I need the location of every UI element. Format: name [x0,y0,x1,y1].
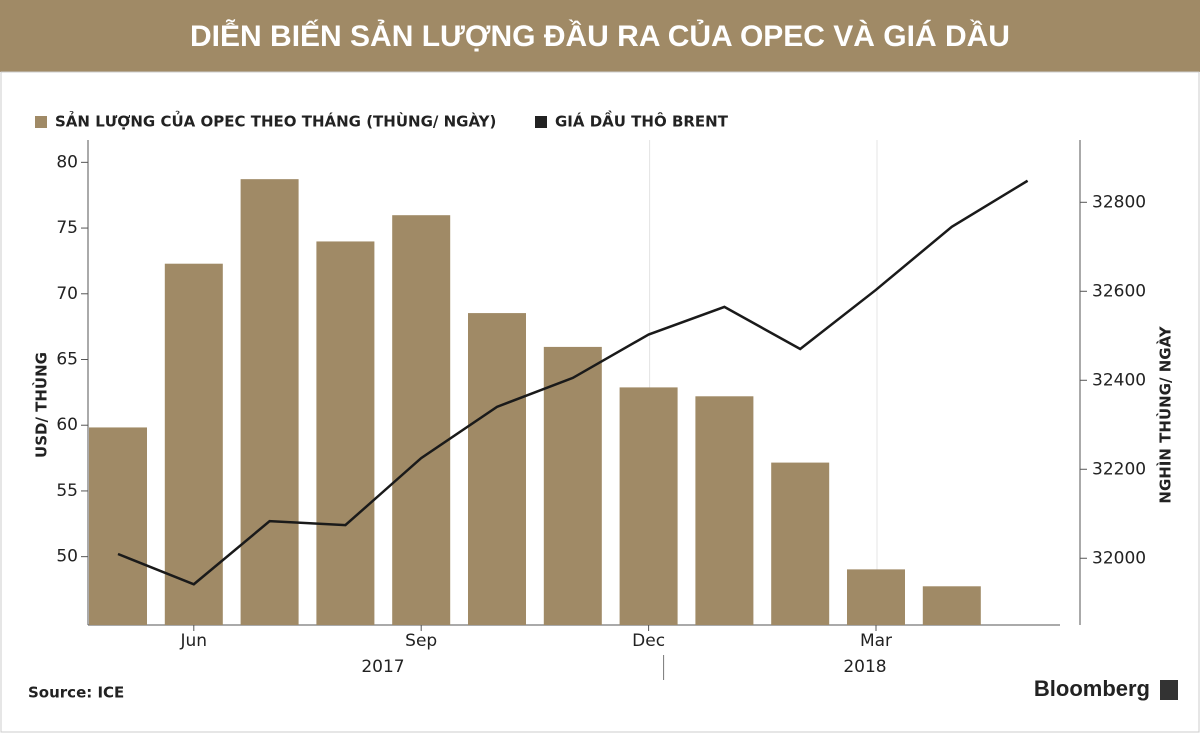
brand: Bloomberg [1034,676,1150,701]
bar [543,346,602,625]
bar [771,462,830,625]
x-tick-label: Dec [632,631,665,651]
y-tick-label: 75 [56,218,78,238]
x-tick-label: Sep [405,631,437,651]
y-tick-label: 70 [56,284,78,304]
frame [0,71,1200,733]
legend-swatch [35,116,47,128]
y2-tick-label: 32800 [1092,192,1146,212]
y-axis-label: USD/ THÙNG [32,352,51,458]
legend-label: SẢN LƯỢNG CỦA OPEC THEO THÁNG (THÙNG/ NG… [55,110,496,131]
y2-tick-label: 32600 [1092,281,1146,301]
bar [89,427,147,625]
x-tick-label: Mar [860,631,892,651]
year-label: 2018 [843,657,886,677]
bar [316,241,375,626]
y-tick-label: 55 [56,481,78,501]
bar [847,569,905,625]
legend-swatch [535,116,547,128]
line [117,179,1029,586]
x-tick-label: Jun [180,631,208,651]
y-tick-label: 65 [56,349,78,369]
source: Source: ICE [28,684,124,702]
bar [468,313,526,625]
bar [392,215,451,625]
y-tick-label: 60 [56,415,78,435]
y2-tick-label: 32000 [1092,548,1146,568]
legend-label: GIÁ DẦU THÔ BRENT [555,110,729,131]
bar [164,263,223,625]
bar [240,179,299,626]
brand-icon [1160,680,1178,700]
y2-axis-label: NGHÌN THÙNG/ NGÀY [1156,325,1175,503]
bar [922,586,981,625]
chart-title: DIỄN BIẾN SẢN LƯỢNG ĐẦU RA CỦA OPEC VÀ G… [190,19,1010,53]
bar [695,396,754,625]
y2-tick-label: 32400 [1092,370,1146,390]
y-tick-label: 50 [56,547,78,567]
y-tick-label: 80 [56,152,78,172]
header-band [0,0,1200,72]
bar [619,387,678,625]
y2-tick-label: 32200 [1092,459,1146,479]
year-label: 2017 [361,657,404,677]
